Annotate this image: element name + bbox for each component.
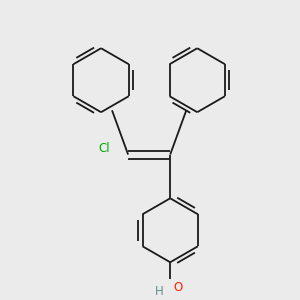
Text: O: O [173, 281, 182, 294]
Text: Cl: Cl [98, 142, 110, 155]
Text: H: H [155, 285, 164, 298]
